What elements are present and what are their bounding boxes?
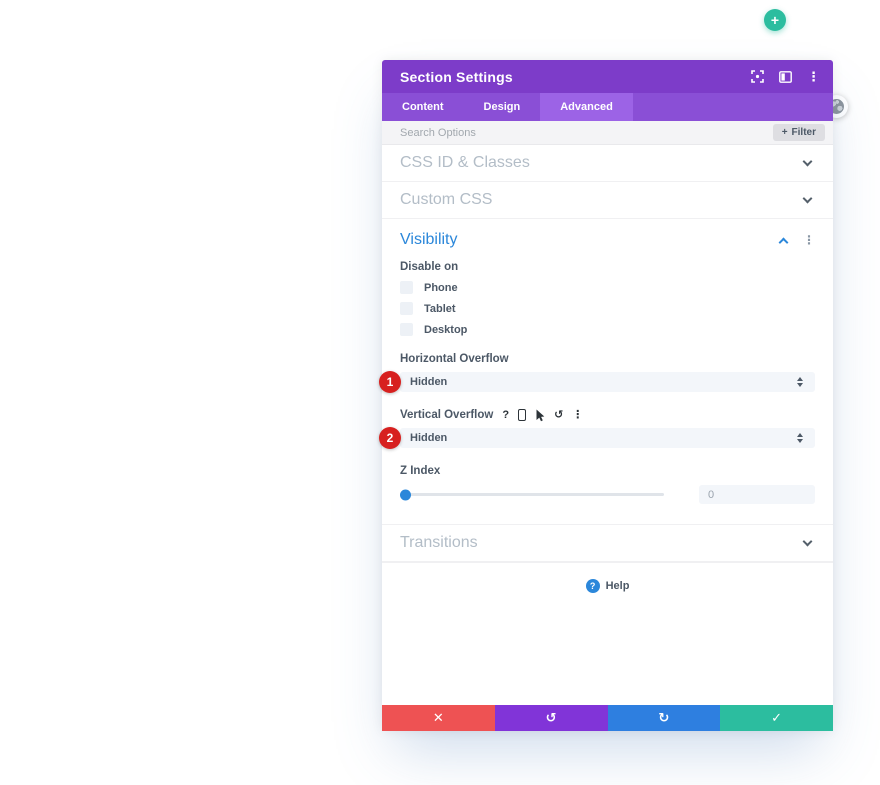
search-options-bar: Search Options + Filter	[382, 121, 833, 145]
search-input[interactable]: Search Options	[400, 126, 476, 139]
step-badge-1: 1	[379, 371, 401, 393]
plus-icon: +	[781, 127, 788, 138]
select-arrows-icon	[797, 433, 803, 443]
hover-cursor-icon[interactable]	[535, 409, 545, 422]
help-area: ? Help	[382, 562, 833, 705]
filter-button-label: Filter	[791, 127, 816, 138]
help-icon[interactable]: ?	[502, 408, 510, 421]
header-icons: ⋮	[751, 70, 820, 83]
step-badge-2: 2	[379, 427, 401, 449]
horizontal-overflow-label: Horizontal Overflow	[400, 353, 509, 365]
modal-title: Section Settings	[400, 68, 513, 85]
checkbox-phone[interactable]: Phone	[400, 281, 815, 294]
checkbox-icon[interactable]	[400, 323, 413, 336]
phone-glyph	[518, 409, 527, 421]
checkbox-desktop[interactable]: Desktop	[400, 323, 815, 336]
section-title: CSS ID & Classes	[400, 154, 530, 171]
checkbox-label: Desktop	[424, 323, 468, 336]
tab-content[interactable]: Content	[402, 101, 444, 113]
disable-on-label: Disable on	[400, 261, 459, 273]
horizontal-overflow-value: Hidden	[410, 376, 448, 388]
save-button[interactable]: ✓	[720, 705, 833, 731]
section-visibility: Visibility ⋮ Disable on Phone Tablet Des…	[379, 219, 833, 525]
z-index-input[interactable]: 0	[699, 485, 815, 504]
filter-button[interactable]: + Filter	[772, 124, 825, 141]
section-options-icon[interactable]: ⋮	[803, 233, 815, 247]
help-link[interactable]: ? Help	[585, 579, 630, 594]
chevron-down-icon	[802, 193, 813, 204]
help-label: Help	[605, 580, 630, 592]
chevron-up-icon[interactable]	[778, 237, 789, 247]
z-index-control: 0	[400, 485, 815, 504]
add-section-button[interactable]: +	[764, 9, 786, 31]
more-options-icon[interactable]: ⋮	[807, 69, 820, 84]
modal-header[interactable]: Section Settings ⋮	[382, 60, 833, 93]
layout-columns-icon[interactable]	[779, 70, 792, 83]
redo-button[interactable]: ↻	[607, 705, 721, 731]
z-index-label: Z Index	[400, 465, 441, 477]
section-transitions[interactable]: Transitions	[382, 525, 833, 562]
section-custom-css[interactable]: Custom CSS	[382, 182, 833, 219]
tab-design[interactable]: Design	[483, 101, 521, 113]
reset-icon[interactable]: ↺	[554, 408, 564, 421]
discard-button[interactable]: ✕	[382, 705, 495, 731]
vertical-overflow-value: Hidden	[410, 432, 448, 444]
visibility-header[interactable]: Visibility ⋮	[400, 219, 815, 261]
settings-content: CSS ID & Classes Custom CSS Visibility ⋮…	[379, 145, 833, 705]
help-question-icon: ?	[585, 579, 600, 593]
undo-button[interactable]: ↺	[494, 705, 608, 731]
tab-advanced[interactable]: Advanced	[540, 93, 633, 121]
field-options-icon[interactable]: ⋮	[572, 408, 584, 421]
checkbox-label: Phone	[424, 281, 458, 294]
horizontal-overflow-select[interactable]: 1 Hidden	[379, 371, 815, 393]
checkbox-tablet[interactable]: Tablet	[400, 302, 815, 315]
z-index-slider[interactable]	[400, 489, 664, 500]
checkbox-icon[interactable]	[400, 302, 413, 315]
chevron-down-icon	[802, 156, 813, 167]
visibility-title: Visibility	[400, 231, 458, 248]
section-title: Custom CSS	[400, 191, 493, 208]
slider-handle[interactable]	[400, 489, 411, 500]
select-arrows-icon	[797, 377, 803, 387]
footer-actions: ✕ ↺ ↻ ✓	[382, 705, 833, 731]
section-css-id-classes[interactable]: CSS ID & Classes	[382, 145, 833, 182]
section-settings-modal: Section Settings ⋮ Content Design Advanc…	[379, 60, 833, 731]
tab-bar: Content Design Advanced	[382, 93, 833, 121]
vertical-overflow-label: Vertical Overflow	[400, 409, 494, 421]
expand-icon[interactable]	[751, 70, 764, 83]
section-title: Transitions	[400, 534, 478, 551]
chevron-down-icon	[802, 536, 813, 547]
responsive-phone-icon[interactable]	[518, 409, 527, 421]
checkbox-label: Tablet	[424, 302, 456, 315]
vertical-overflow-select[interactable]: 2 Hidden	[379, 427, 815, 449]
checkbox-icon[interactable]	[400, 281, 413, 294]
